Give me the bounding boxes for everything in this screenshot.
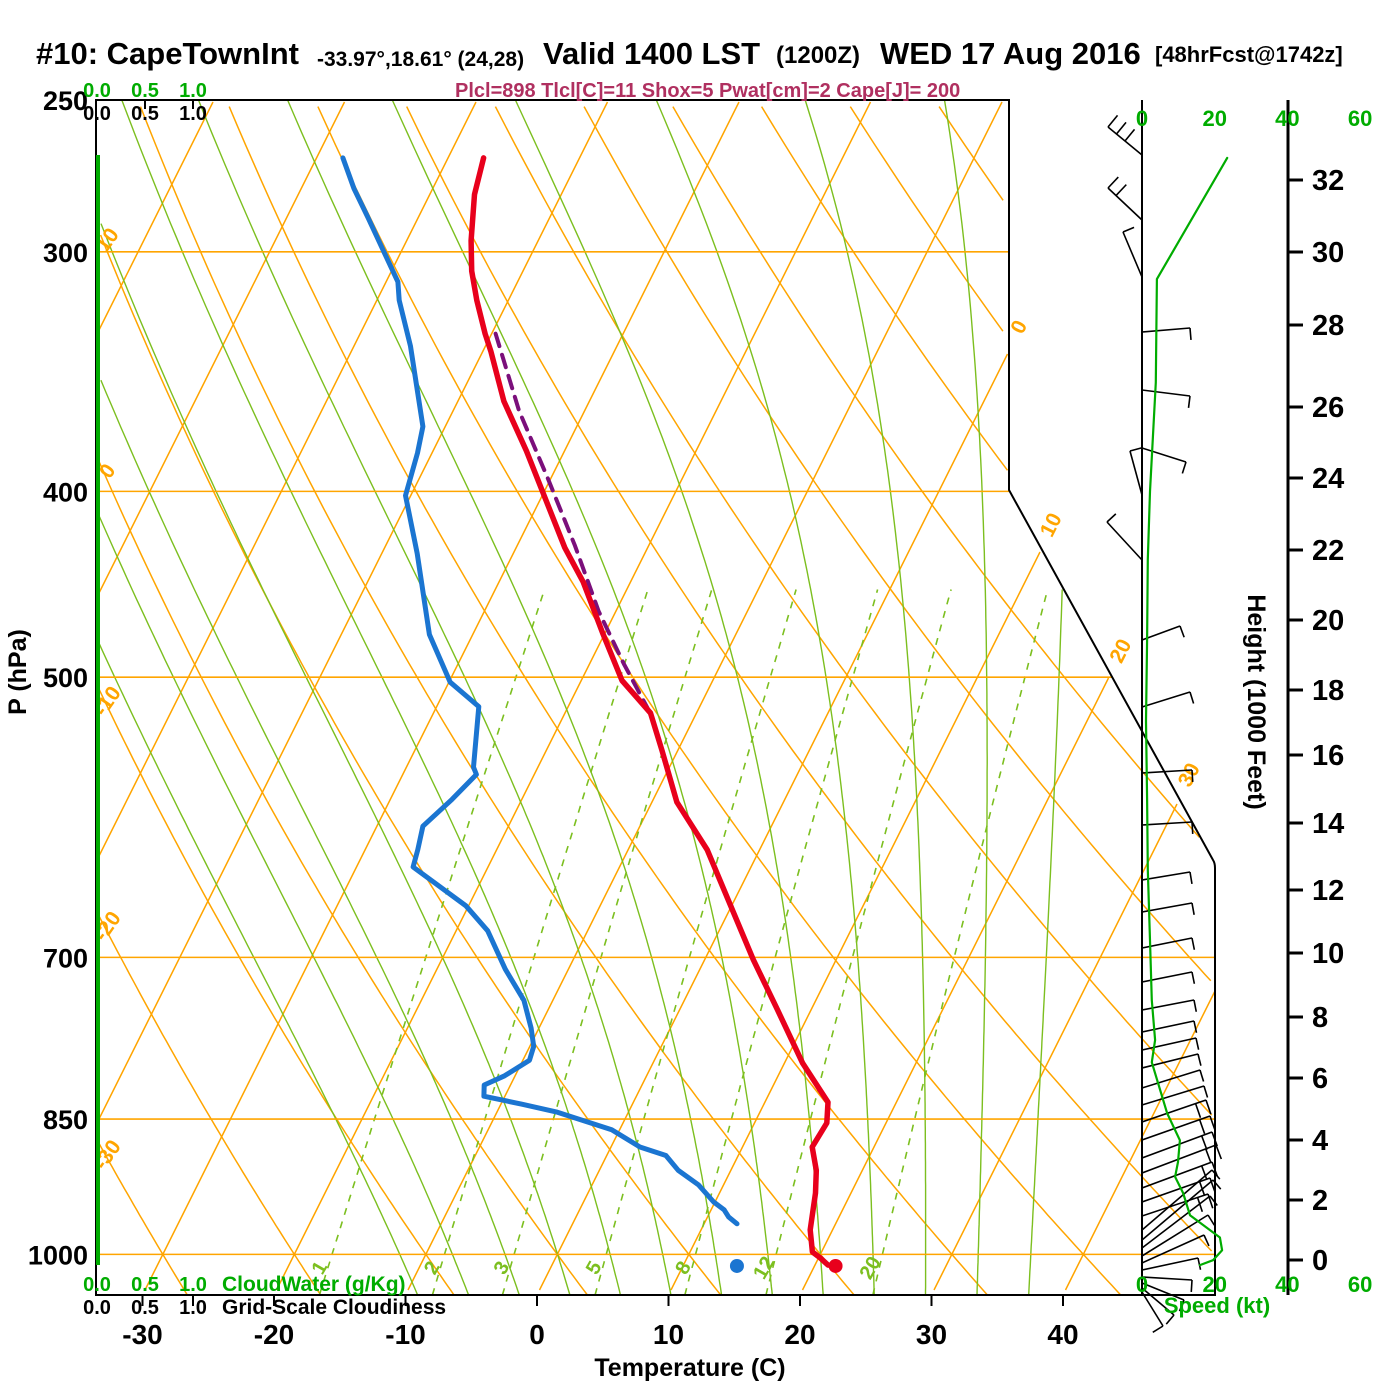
height-tick-label: 26	[1312, 392, 1344, 424]
wind-speed-tick-bottom: 60	[1348, 1272, 1372, 1297]
parcel-path-curve	[493, 331, 650, 711]
pressure-lines	[96, 251, 1215, 1256]
wind-speed-tick-bottom: 20	[1202, 1272, 1226, 1297]
temperature-axis: -30 -20 -10 0 10 20 30 40 Temperature (C)	[122, 1319, 1078, 1382]
wind-column	[1106, 100, 1223, 1333]
height-tick-label: 20	[1312, 605, 1344, 637]
moist-adiabats	[96, 99, 1063, 1296]
temperature-tick-label: 40	[1047, 1319, 1078, 1350]
dry-adiabat-label: -30	[90, 1136, 126, 1174]
height-tick-label: 28	[1312, 310, 1344, 342]
isotherm-label: 0	[1006, 317, 1032, 338]
cloudwater-tick-top: 0.5	[131, 80, 159, 102]
sounding-parameters: Plcl=898 Tlcl[C]=11 Shox=5 Pwat[cm]=2 Ca…	[455, 80, 961, 102]
wind-speed-profile	[1144, 156, 1229, 1267]
cloudwater-tick-bottom: 1.0	[179, 1274, 207, 1296]
height-tick-label: 6	[1312, 1063, 1328, 1095]
cloudwater-tick-top: 1.0	[179, 80, 207, 102]
wind-speed-tick-bottom: 40	[1275, 1272, 1299, 1297]
height-tick-label: 18	[1312, 675, 1344, 707]
wind-speed-tick-top: 0	[1136, 106, 1148, 131]
isotherm-label: 10	[1036, 509, 1067, 540]
temperature-tick-label: 30	[916, 1319, 947, 1350]
cloudiness-tick-bottom: 0.5	[131, 1297, 159, 1319]
temperature-tick-label: 0	[529, 1319, 545, 1350]
valid-date: WED 17 Aug 2016	[880, 36, 1141, 71]
cloudiness-tick-bottom: 0.0	[83, 1297, 111, 1319]
height-tick-label: 0	[1312, 1245, 1328, 1277]
mixing-ratio-label: 20	[856, 1253, 886, 1283]
dewpoint-curve	[340, 155, 740, 1227]
cloudiness-tick-top: 1.0	[179, 103, 207, 125]
height-tick-label: 16	[1312, 740, 1344, 772]
isotherms	[95, 101, 1217, 1291]
temperature-tick-label: -30	[122, 1319, 162, 1350]
cloudwater-scale: 0.00.00.50.51.01.00.00.00.50.51.01.0Clou…	[83, 80, 446, 1319]
wind-speed-tick-top: 20	[1202, 106, 1226, 131]
cloudwater-tick-bottom: 0.5	[131, 1274, 159, 1296]
cloudiness-tick-top: 0.5	[131, 103, 159, 125]
temperature-tick-label: -20	[254, 1319, 294, 1350]
cloudwater-tick-top: 0.0	[83, 80, 111, 102]
wind-speed-tick-bottom: 0	[1136, 1272, 1148, 1297]
mixing-ratio-lines	[318, 589, 1049, 1296]
height-tick-label: 12	[1312, 875, 1344, 907]
cloudiness-tick-top: 0.0	[83, 103, 111, 125]
station-coordinates: -33.97°,18.61° (24,28)	[317, 48, 525, 71]
cloudiness-tick-bottom: 1.0	[179, 1297, 207, 1319]
temperature-axis-title: Temperature (C)	[594, 1354, 785, 1382]
isotherm-label: 20	[1105, 635, 1136, 666]
mixing-ratio-label: 12	[749, 1253, 779, 1283]
height-tick-label: 14	[1312, 808, 1344, 840]
pressure-tick-label: 1000	[28, 1240, 88, 1270]
station-title: #10: CapeTownInt	[36, 36, 299, 71]
forecast-tag: [48hrFcst@1742z]	[1155, 42, 1343, 67]
isotherm-label: 30	[1174, 759, 1205, 790]
pressure-axis-title: P (hPa)	[4, 629, 32, 715]
surface-temperature-dot	[828, 1258, 843, 1273]
wind-speed-axis-title: Speed (kt)	[1164, 1293, 1270, 1318]
temperature-tick-label: 20	[784, 1319, 815, 1350]
mixing-ratio-label: 3	[490, 1258, 515, 1279]
height-tick-label: 32	[1312, 165, 1344, 197]
dry-adiabat-label: -20	[90, 907, 126, 945]
height-axis-title: Height (1000 Feet)	[1242, 594, 1270, 809]
pressure-tick-label: 700	[43, 943, 88, 973]
wind-speed-tick-top: 60	[1348, 106, 1372, 131]
temperature-curve	[468, 155, 831, 1268]
pressure-tick-label: 250	[43, 86, 88, 116]
wind-speed-tick-top: 40	[1275, 106, 1299, 131]
pressure-tick-label: 850	[43, 1105, 88, 1135]
temperature-tick-label: -10	[385, 1319, 425, 1350]
pressure-tick-label: 400	[43, 477, 88, 507]
valid-time: Valid 1400 LST	[543, 36, 761, 71]
height-tick-label: 22	[1312, 535, 1344, 567]
dry-adiabats	[95, 106, 1213, 1296]
cloudwater-scale-title: CloudWater (g/Kg)	[222, 1273, 406, 1296]
height-tick-label: 8	[1312, 1002, 1328, 1034]
height-tick-label: 24	[1312, 463, 1344, 495]
pressure-tick-label: 500	[43, 663, 88, 693]
height-tick-label: 30	[1312, 237, 1344, 269]
temperature-tick-label: 10	[653, 1319, 684, 1350]
height-tick-label: 2	[1312, 1185, 1328, 1217]
plot-frame	[95, 99, 1216, 1306]
cloudwater-tick-bottom: 0.0	[83, 1274, 111, 1296]
height-tick-label: 4	[1312, 1125, 1328, 1157]
valid-zulu-time: (1200Z)	[776, 42, 861, 69]
mixing-ratio-label: 5	[582, 1258, 607, 1279]
surface-dewpoint-dot	[729, 1258, 744, 1273]
pressure-tick-label: 300	[43, 238, 88, 268]
pressure-axis: 250 300 400 500 700 850 1000 P (hPa)	[4, 86, 88, 1270]
height-tick-label: 10	[1312, 938, 1344, 970]
cloudiness-scale-title: Grid-Scale Cloudiness	[222, 1296, 446, 1319]
mixing-ratio-label: 8	[671, 1258, 696, 1279]
